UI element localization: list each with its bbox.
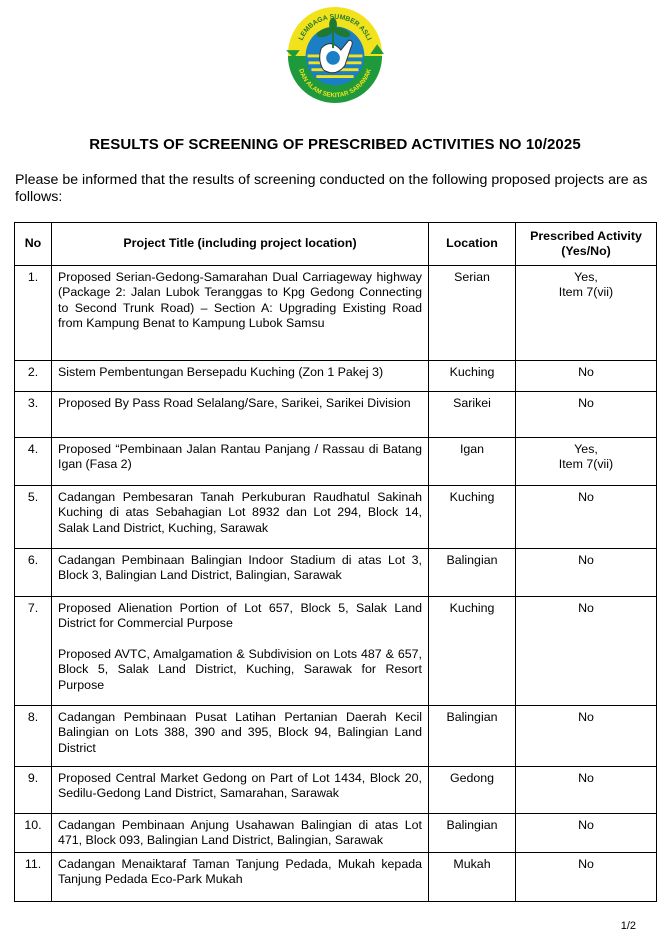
project-title-paragraph: Proposed Central Market Gedong on Part o…: [58, 771, 422, 801]
row-number: 6.: [14, 548, 52, 597]
prescribed-activity-line: Yes,: [574, 270, 598, 284]
prescribed-activity-line: No: [578, 771, 594, 785]
project-location: Sarikei: [428, 391, 516, 438]
project-location: Kuching: [428, 485, 516, 549]
prescribed-activity: No: [515, 851, 657, 902]
prescribed-activity: No: [515, 360, 657, 392]
prescribed-activity: No: [515, 813, 657, 853]
project-location: Balingian: [428, 548, 516, 597]
prescribed-activity: No: [515, 485, 657, 549]
project-location: Balingian: [428, 705, 516, 767]
prescribed-activity-line: No: [578, 490, 594, 504]
project-title-paragraph: Proposed Serian-Gedong-Samarahan Dual Ca…: [58, 270, 422, 331]
project-title: Cadangan Pembinaan Pusat Latihan Pertani…: [51, 705, 429, 767]
prescribed-activity: Yes, Item 7(vii): [515, 265, 657, 361]
row-number: 10.: [14, 813, 52, 853]
project-title: Cadangan Pembinaan Balingian Indoor Stad…: [51, 548, 429, 597]
row-number: 3.: [14, 391, 52, 438]
table-row: 3. Proposed By Pass Road Selalang/Sare, S…: [14, 391, 657, 438]
intro-paragraph: Please be informed that the results of s…: [15, 172, 648, 205]
prescribed-activity-line: No: [578, 818, 594, 832]
project-title-paragraph: Cadangan Pembinaan Anjung Usahawan Balin…: [58, 818, 422, 848]
prescribed-activity-line: No: [578, 553, 594, 567]
project-title: Cadangan Pembesaran Tanah Perkuburan Rau…: [51, 485, 429, 549]
project-title-paragraph: Proposed AVTC, Amalgamation & Subdivisio…: [58, 646, 422, 692]
prescribed-activity-line: No: [578, 856, 594, 871]
project-title-paragraph: Cadangan Pembesaran Tanah Perkuburan Rau…: [58, 490, 422, 535]
table-row: 4. Proposed “Pembinaan Jalan Rantau Panja…: [14, 437, 657, 486]
project-title-paragraph: Cadangan Menaiktaraf Taman Tanjung Pedad…: [58, 856, 422, 887]
project-location: Kuching: [428, 360, 516, 392]
document-title: RESULTS OF SCREENING OF PRESCRIBED ACTIV…: [89, 136, 581, 153]
project-title-paragraph: Cadangan Pembinaan Balingian Indoor Stad…: [58, 553, 422, 583]
prescribed-activity-line: No: [578, 396, 594, 410]
row-number: 11.: [14, 851, 52, 902]
table-row: 8. Cadangan Pembinaan Pusat Latihan Perta…: [14, 705, 657, 767]
prescribed-activity: No: [515, 596, 657, 706]
table-row: 7. Proposed Alienation Portion of Lot 657…: [14, 596, 657, 706]
header-no: No: [14, 222, 52, 266]
prescribed-activity: No: [515, 705, 657, 767]
project-title: Proposed By Pass Road Selalang/Sare, Sar…: [51, 391, 429, 438]
project-title-paragraph: Proposed “Pembinaan Jalan Rantau Panjang…: [58, 442, 422, 472]
table-row: 6. Cadangan Pembinaan Balingian Indoor St…: [14, 548, 657, 597]
row-number: 1.: [14, 265, 52, 361]
project-title: Proposed Serian-Gedong-Samarahan Dual Ca…: [51, 265, 429, 361]
project-title-paragraph: Proposed By Pass Road Selalang/Sare, Sar…: [58, 396, 411, 410]
project-title: Proposed Central Market Gedong on Part o…: [51, 766, 429, 814]
project-location: Igan: [428, 437, 516, 486]
header-project-title: Project Title (including project locatio…: [51, 222, 429, 266]
project-location: Balingian: [428, 813, 516, 853]
table-row: 5. Cadangan Pembesaran Tanah Perkuburan R…: [14, 485, 657, 549]
table-row: 9. Proposed Central Market Gedong on Part…: [14, 766, 657, 814]
prescribed-activity-line: No: [578, 601, 594, 615]
header-prescribed-activity: Prescribed Activity (Yes/No): [515, 222, 657, 266]
row-number: 5.: [14, 485, 52, 549]
project-location: Mukah: [428, 851, 516, 902]
row-number: 9.: [14, 766, 52, 814]
table-row: 1. Proposed Serian-Gedong-Samarahan Dual …: [14, 265, 657, 361]
table-row: 11. Cadangan Menaiktaraf Taman Tanjung Pe…: [14, 851, 657, 902]
table-row: 10. Cadangan Pembinaan Anjung Usahawan Ba…: [14, 813, 657, 853]
table-header-row: No Project Title (including project loca…: [14, 222, 657, 266]
prescribed-activity: Yes, Item 7(vii): [515, 437, 657, 486]
project-title: Proposed “Pembinaan Jalan Rantau Panjang…: [51, 437, 429, 486]
screening-results-table: No Project Title (including project loca…: [14, 222, 657, 902]
project-title: Cadangan Pembinaan Anjung Usahawan Balin…: [51, 813, 429, 853]
prescribed-activity-line: No: [578, 710, 594, 724]
project-title: Proposed Alienation Portion of Lot 657, …: [51, 596, 429, 706]
prescribed-activity-line: Item 7(vii): [558, 285, 614, 300]
project-location: Kuching: [428, 596, 516, 706]
project-title: Sistem Pembentungan Bersepadu Kuching (Z…: [51, 360, 429, 392]
project-title: Cadangan Menaiktaraf Taman Tanjung Pedad…: [51, 851, 429, 902]
prescribed-activity-line: Yes,: [574, 442, 598, 456]
row-number: 4.: [14, 437, 52, 486]
prescribed-activity: No: [515, 766, 657, 814]
prescribed-activity-line: Item 7(vii): [558, 457, 614, 472]
project-title-paragraph: Cadangan Pembinaan Pusat Latihan Pertani…: [58, 710, 422, 755]
row-number: 2.: [14, 360, 52, 392]
page-number: 1/2: [620, 920, 636, 932]
table-row: 2. Sistem Pembentungan Bersepadu Kuching …: [14, 360, 657, 392]
prescribed-activity: No: [515, 391, 657, 438]
project-title-paragraph: Proposed Alienation Portion of Lot 657, …: [58, 601, 422, 631]
row-number: 8.: [14, 705, 52, 767]
project-title-paragraph: Sistem Pembentungan Bersepadu Kuching (Z…: [58, 365, 384, 379]
project-location: Gedong: [428, 766, 516, 814]
prescribed-activity: No: [515, 548, 657, 597]
agency-logo: LEMBAGA SUMBER ASLI DAN ALAM SEKITAR SAR…: [286, 6, 384, 103]
header-location: Location: [428, 222, 516, 266]
project-location: Serian: [428, 265, 516, 361]
prescribed-activity-line: No: [578, 365, 594, 379]
row-number: 7.: [14, 596, 52, 706]
